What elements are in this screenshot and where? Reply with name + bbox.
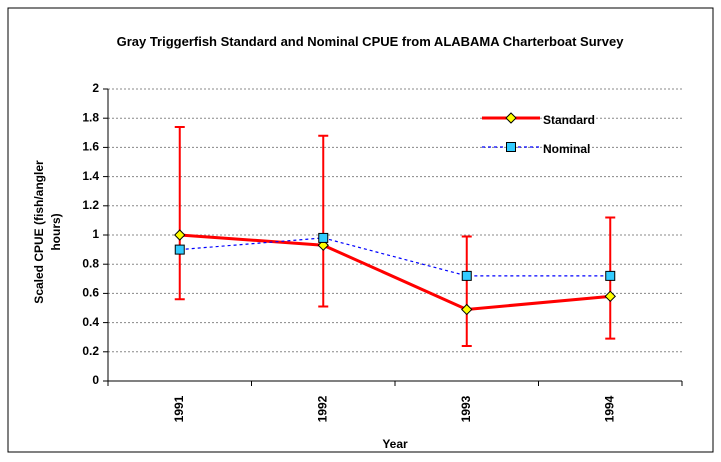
y-tick-label: 0 (92, 373, 99, 387)
y-tick-label: 1 (92, 227, 99, 241)
marker (461, 303, 473, 316)
series-line (179, 233, 611, 311)
x-tick-label: 1992 (315, 395, 329, 422)
error-bar (318, 134, 329, 308)
y-tick-label: 1.4 (82, 169, 99, 183)
series-line (179, 237, 611, 277)
y-tick-label: 1.8 (82, 110, 99, 124)
y-tick-label: 0.8 (82, 256, 99, 270)
legend-marker (505, 112, 517, 124)
y-tick-label: 1.2 (82, 198, 99, 212)
marker (604, 290, 616, 303)
legend-label: Standard (543, 113, 595, 127)
x-tick-label: 1994 (602, 395, 616, 422)
y-axis-label: Scaled CPUE (fish/angler hours) (32, 160, 63, 304)
marker (461, 270, 472, 281)
marker (318, 232, 329, 243)
marker (605, 270, 616, 281)
x-axis-label: Year (382, 437, 408, 451)
y-tick-label: 2 (92, 81, 99, 95)
y-tick-label: 0.4 (82, 315, 99, 329)
marker (174, 244, 185, 255)
error-bar (174, 125, 185, 301)
marker (174, 229, 186, 241)
y-tick-label: 1.6 (82, 140, 99, 154)
chart-border (7, 7, 714, 453)
error-bar (461, 235, 472, 347)
legend-marker (506, 142, 516, 152)
legend-label: Nominal (543, 142, 590, 156)
x-tick-label: 1993 (459, 395, 473, 422)
y-tick-label: 0.2 (82, 344, 99, 358)
chart-title: Gray Triggerfish Standard and Nominal CP… (116, 34, 624, 49)
y-tick-label: 0.6 (82, 286, 99, 300)
x-tick-label: 1991 (172, 395, 186, 422)
